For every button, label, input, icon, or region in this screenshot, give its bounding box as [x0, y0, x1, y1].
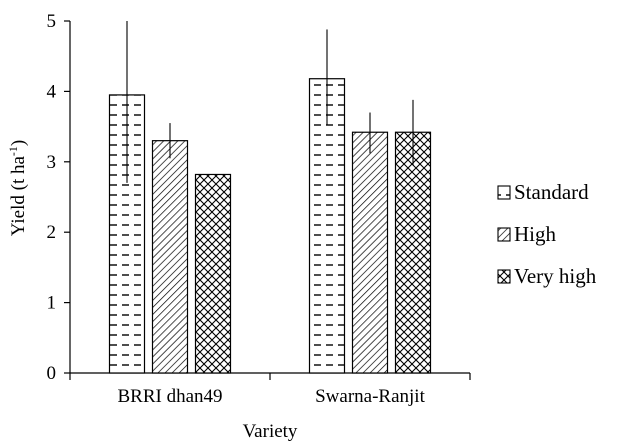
error-bars [126, 21, 414, 183]
y-tick-label: 5 [47, 11, 57, 32]
y-tick-label: 4 [47, 81, 57, 102]
bar-high-0 [151, 140, 189, 374]
legend-swatch [497, 185, 511, 200]
legend-swatch [497, 269, 511, 284]
x-axis-label: Variety [243, 421, 298, 442]
legend-swatch [497, 227, 511, 242]
y-tick-label: 0 [47, 363, 57, 384]
bar-very-high-1 [394, 131, 432, 374]
y-tick-label: 3 [47, 152, 57, 173]
bar-standard-1 [308, 78, 346, 374]
y-axis-title: Yield (t ha-1) [6, 140, 29, 237]
legend-label: Standard [514, 180, 589, 204]
legend-label: High [514, 222, 557, 246]
bar-very-high-0 [194, 173, 232, 374]
bar-high-1 [351, 131, 389, 374]
legend-label: Very high [514, 264, 597, 288]
x-axis: BRRI dhan49 Swarna-Ranjit [69, 372, 471, 407]
y-axis: 0 1 2 3 4 5 [47, 11, 71, 384]
y-axis-label: Yield (t ha-1) [6, 140, 29, 237]
y-tick-label: 2 [47, 222, 57, 243]
bars [108, 78, 432, 374]
legend: Standard High Very high [497, 180, 597, 288]
x-tick-label: BRRI dhan49 [117, 386, 222, 407]
y-tick-label: 1 [47, 293, 57, 314]
x-tick-label: Swarna-Ranjit [315, 386, 425, 407]
